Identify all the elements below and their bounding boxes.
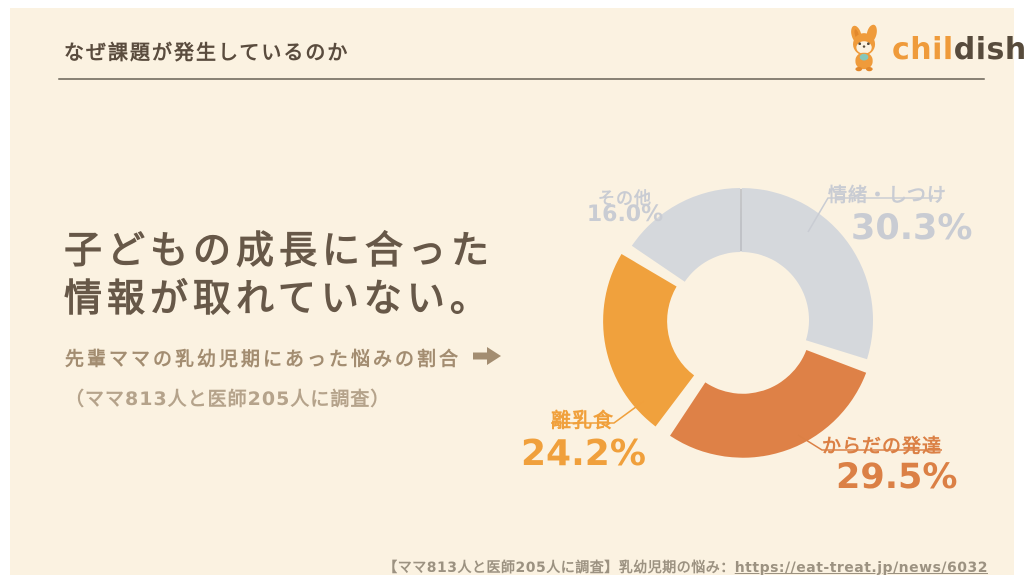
chart-caption: 先輩ママの乳幼児期にあった悩みの割合 [65,348,462,370]
mascot-icon [842,24,888,76]
leader-line-physical-development [797,434,942,451]
donut-slice-3 [631,188,741,282]
leader-line-emotion-discipline [807,197,942,233]
chart-caption-row: 先輩ママの乳幼児期にあった悩みの割合 [65,344,502,371]
slice-value-emotion-discipline: 30.3% [851,208,973,248]
brand-wordmark-second: dish [953,32,1024,67]
survey-note: （ママ813人と医師205人に調査） [65,388,391,410]
slice-label-emotion-discipline: 情緒・しつけ [828,184,947,206]
leader-line-baby-food [551,400,645,424]
donut-slice-2 [603,253,695,427]
source-link[interactable]: https://eat-treat.jp/news/6032 [734,560,988,576]
main-statement-line2: 情報が取れていない。 [64,276,493,320]
right-arrow-icon [473,346,502,369]
source-citation-text: 【ママ813人と医師205人に調査】乳幼児期の悩み： [383,560,735,576]
slice-label-physical-development: からだの発達 [822,435,943,457]
slice-value-physical-development: 29.5% [836,457,958,497]
header-divider [58,78,985,80]
slide-background: なぜ課題が発生しているのか childish 子どもの成長に合った 情報が取れ [10,8,1024,577]
slice-label-baby-food: 離乳食 [551,408,614,432]
page-title: なぜ課題が発生しているのか [64,40,350,64]
donut-chart [551,188,942,458]
slice-value-other: 16.0% [586,202,664,227]
donut-slice-0 [741,188,873,360]
main-statement-line1: 子どもの成長に合った [64,228,495,272]
slice-value-baby-food: 24.2% [521,433,646,474]
brand-wordmark-first: chil [892,32,954,67]
brand-logo: childish [842,24,1024,76]
donut-slice-1 [670,349,867,458]
main-statement: 子どもの成長に合った 情報が取れていない。 [64,226,494,322]
slice-label-other: その他 [598,189,652,209]
brand-wordmark: childish [892,26,1024,74]
source-citation: 【ママ813人と医師205人に調査】乳幼児期の悩み：https://eat-tr… [383,557,988,577]
